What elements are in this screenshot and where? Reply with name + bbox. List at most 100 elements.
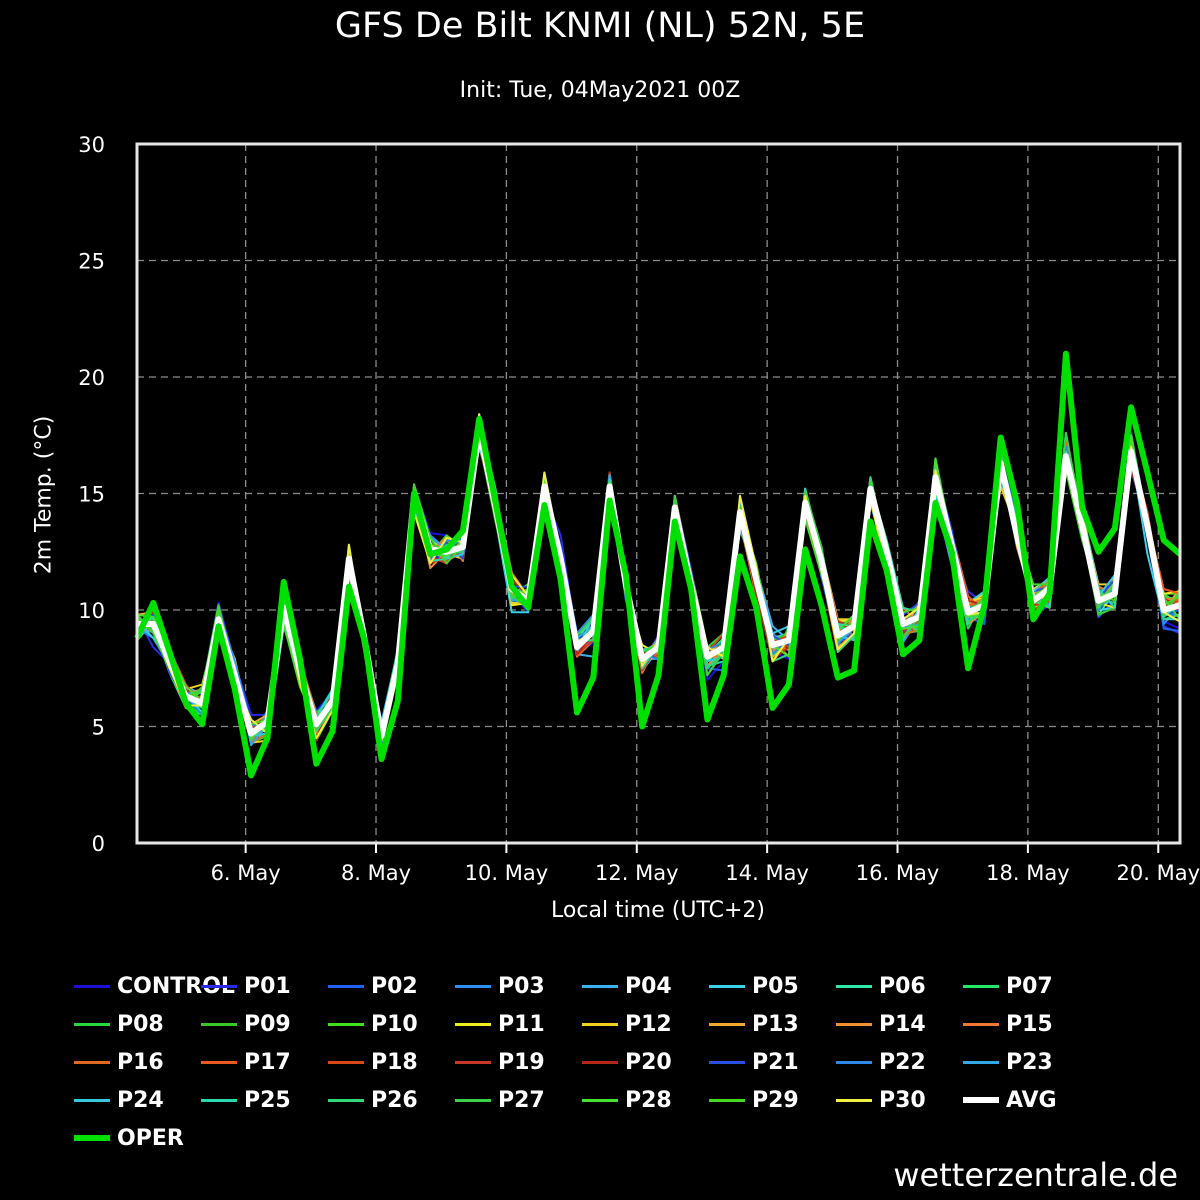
legend-item-p21: P21 (709, 1044, 799, 1080)
legend-label: P23 (1006, 1049, 1053, 1075)
x-tick-label: 18. May (986, 861, 1070, 885)
legend-label: P25 (244, 1087, 291, 1113)
series-line-p21 (136, 427, 1181, 744)
x-axis-label: Local time (UTC+2) (551, 898, 765, 923)
x-tick-label: 20. May (1117, 861, 1200, 885)
series-line-p08 (136, 420, 1181, 749)
series-line-p28 (136, 431, 1181, 740)
series-line-p19 (136, 436, 1181, 730)
legend-swatch (74, 1098, 110, 1102)
y-tick-label: 20 (78, 366, 105, 390)
legend-label: P22 (879, 1049, 926, 1075)
legend-item-p14: P14 (836, 1006, 926, 1042)
legend-label: P17 (244, 1049, 291, 1075)
legend-item-p18: P18 (328, 1044, 418, 1080)
chart-subtitle: Init: Tue, 04May2021 00Z (459, 78, 741, 103)
series-line-p13 (136, 445, 1181, 737)
legend-swatch (328, 1060, 364, 1064)
series-line-oper (134, 350, 1182, 779)
series-line-avg (137, 427, 1181, 739)
legend-label: P07 (1006, 973, 1053, 999)
chart-title: GFS De Bilt KNMI (NL) 52N, 5E (334, 6, 866, 46)
legend-swatch (328, 1098, 364, 1102)
legend-item-p23: P23 (963, 1044, 1053, 1080)
legend-swatch (74, 1022, 110, 1026)
legend-label: P01 (244, 973, 291, 999)
series-line-p11 (136, 436, 1181, 744)
legend-item-p09: P09 (201, 1006, 291, 1042)
legend-label: P28 (625, 1087, 672, 1113)
legend-item-p20: P20 (582, 1044, 672, 1080)
legend-label: P12 (625, 1011, 672, 1037)
legend-label: P14 (879, 1011, 926, 1037)
legend-label: P06 (879, 973, 926, 999)
legend-item-p26: P26 (328, 1082, 418, 1118)
series-line-control (136, 427, 1181, 740)
legend-label: P02 (371, 973, 418, 999)
series-line-p07 (136, 420, 1181, 744)
legend-swatch (74, 1135, 110, 1141)
series-line-p09 (136, 441, 1180, 744)
legend-swatch (709, 1098, 745, 1102)
series-line-p18 (136, 443, 1181, 742)
y-tick-label: 15 (78, 483, 105, 507)
series-line-p05 (136, 415, 1180, 740)
x-tick-label: 10. May (465, 861, 549, 885)
series-line-p06 (136, 417, 1181, 740)
legend-label: P05 (752, 973, 799, 999)
legend-item-p28: P28 (582, 1082, 672, 1118)
series-line-p03 (136, 431, 1181, 735)
legend-swatch (963, 1097, 999, 1103)
legend-item-p07: P07 (963, 968, 1053, 1004)
legend-item-p19: P19 (455, 1044, 545, 1080)
legend-label: P19 (498, 1049, 545, 1075)
legend-label: P11 (498, 1011, 545, 1037)
legend-item-p02: P02 (328, 968, 418, 1004)
legend-swatch (836, 1060, 872, 1064)
legend-item-p15: P15 (963, 1006, 1053, 1042)
legend-label: P27 (498, 1087, 545, 1113)
legend-swatch (582, 1060, 618, 1064)
series-line-p23 (136, 441, 1181, 747)
legend-item-p08: P08 (74, 1006, 164, 1042)
legend-swatch (836, 1098, 872, 1102)
legend-item-p01: P01 (201, 968, 291, 1004)
legend-swatch (582, 1098, 618, 1102)
legend-item-p10: P10 (328, 1006, 418, 1042)
legend-label: P30 (879, 1087, 926, 1113)
x-tick-label: 14. May (725, 861, 809, 885)
watermark: wetterzentrale.de (893, 1156, 1178, 1194)
series-line-p12 (136, 415, 1181, 744)
x-tick-label: 6. May (211, 861, 281, 885)
series-line-p24 (136, 420, 1181, 737)
legend-label: P26 (371, 1087, 418, 1113)
series-line-p16 (136, 417, 1181, 744)
y-tick-label: 5 (92, 716, 105, 740)
legend-swatch (836, 984, 872, 988)
legend-item-p05: P05 (709, 968, 799, 1004)
y-tick-label: 25 (78, 250, 105, 274)
legend-swatch (582, 984, 618, 988)
legend-swatch (455, 984, 491, 988)
legend-swatch (582, 1022, 618, 1026)
legend-label: P24 (117, 1087, 164, 1113)
legend-label: P18 (371, 1049, 418, 1075)
legend-swatch (328, 984, 364, 988)
legend-label: P04 (625, 973, 672, 999)
x-tick-label: 16. May (856, 861, 940, 885)
legend-item-p24: P24 (74, 1082, 164, 1118)
legend-swatch (963, 1022, 999, 1026)
series-line-p14 (137, 417, 1181, 747)
legend-label: P21 (752, 1049, 799, 1075)
series-line-p22 (136, 429, 1180, 747)
legend-item-p29: P29 (709, 1082, 799, 1118)
legend-item-p30: P30 (836, 1082, 926, 1118)
series-line-p30 (136, 413, 1181, 742)
legend-swatch (74, 1060, 110, 1064)
legend-item-oper: OPER (74, 1120, 184, 1156)
legend-label: P09 (244, 1011, 291, 1037)
legend-item-p06: P06 (836, 968, 926, 1004)
series-line-p20 (136, 427, 1181, 742)
legend-label: P03 (498, 973, 545, 999)
legend-item-avg: AVG (963, 1082, 1057, 1118)
